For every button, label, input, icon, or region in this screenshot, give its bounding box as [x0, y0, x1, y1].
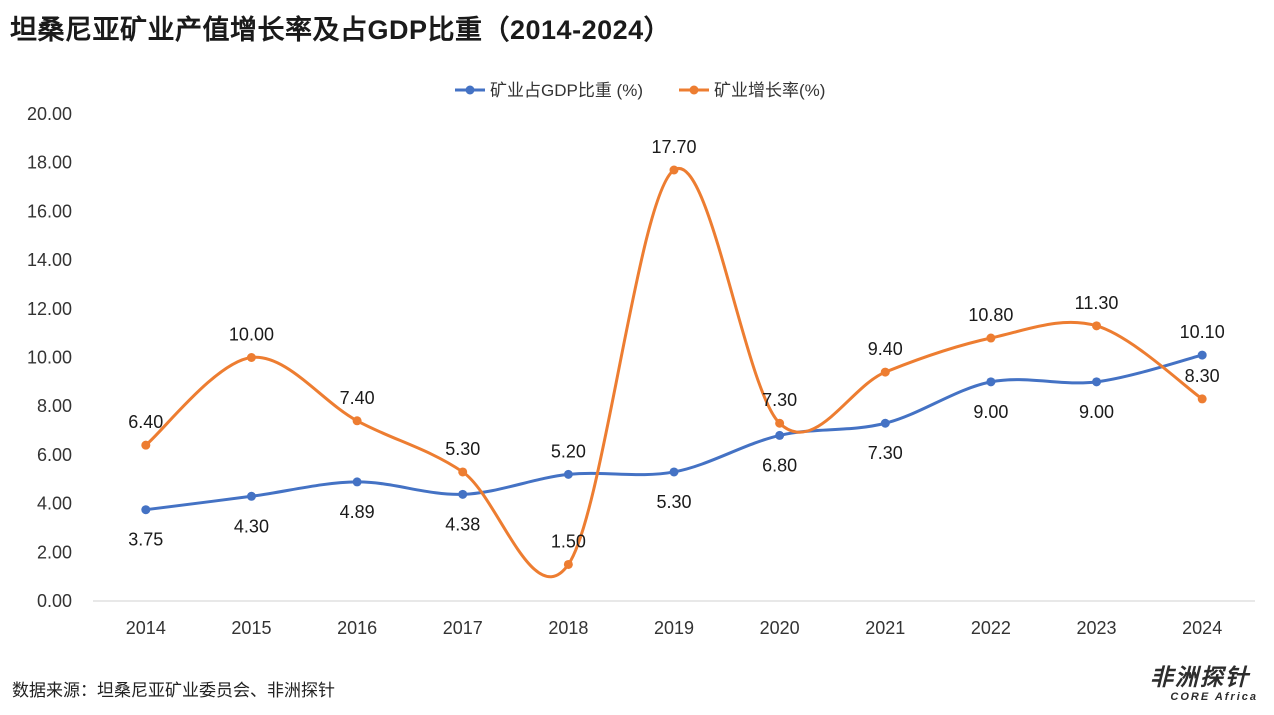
y-tick-label: 0.00	[37, 591, 72, 611]
data-label: 6.40	[128, 412, 163, 432]
logo-sub-text: CORE Africa	[1170, 691, 1258, 703]
x-tick-label: 2021	[865, 618, 905, 638]
series-2	[141, 165, 1207, 579]
data-label: 17.70	[651, 137, 696, 157]
x-tick-label: 2019	[654, 618, 694, 638]
x-tick-label: 2015	[231, 618, 271, 638]
y-tick-label: 6.00	[37, 445, 72, 465]
y-tick-label: 4.00	[37, 494, 72, 514]
y-tick-label: 2.00	[37, 542, 72, 562]
y-tick-label: 8.00	[37, 396, 72, 416]
data-label: 10.80	[968, 305, 1013, 325]
y-tick-label: 16.00	[27, 201, 72, 221]
data-label: 7.30	[762, 390, 797, 410]
x-tick-label: 2020	[760, 618, 800, 638]
x-tick-label: 2016	[337, 618, 377, 638]
data-point	[141, 505, 151, 515]
data-point	[1092, 321, 1102, 331]
x-tick-label: 2014	[126, 618, 166, 638]
source-note: 数据来源：坦桑尼亚矿业委员会、非洲探针	[12, 681, 335, 700]
data-point	[458, 467, 468, 477]
data-point	[986, 377, 996, 387]
x-tick-label: 2024	[1182, 618, 1222, 638]
data-label: 5.20	[551, 441, 586, 461]
y-tick-label: 12.00	[27, 299, 72, 319]
series-layer	[141, 165, 1207, 579]
y-tick-label: 20.00	[27, 104, 72, 124]
data-point	[986, 333, 996, 343]
data-point	[1092, 377, 1102, 387]
brand-logo: 非洲探针 CORE Africa	[1150, 664, 1262, 708]
data-point	[141, 440, 151, 450]
x-axis: 2014 2015 2016 2017 2018 2019 2020 2021 2022 2023…	[126, 618, 1222, 638]
data-point	[352, 477, 362, 487]
data-label: 10.10	[1180, 322, 1225, 342]
data-label: 5.30	[445, 439, 480, 459]
data-point	[246, 491, 256, 501]
data-label: 9.00	[973, 402, 1008, 422]
data-label: 9.00	[1079, 402, 1114, 422]
y-tick-label: 18.00	[27, 153, 72, 173]
series-1	[141, 350, 1207, 515]
legend-label: 矿业增长率(%)	[714, 81, 825, 100]
data-point	[563, 469, 573, 479]
data-point	[775, 418, 785, 428]
data-label: 4.38	[445, 514, 480, 534]
legend-swatch-marker	[465, 85, 475, 95]
line-chart: 矿业占GDP比重 (%) 矿业增长率(%) 0.00 2.00 4.00 6.00 8.0…	[27, 81, 1255, 638]
series-line	[144, 353, 1204, 512]
data-label: 7.40	[340, 388, 375, 408]
data-point	[775, 430, 785, 440]
data-label: 10.00	[229, 325, 274, 345]
data-point	[880, 418, 890, 428]
x-tick-label: 2023	[1077, 618, 1117, 638]
legend-item-2: 矿业增长率(%)	[679, 81, 825, 100]
data-point	[352, 416, 362, 426]
data-point	[563, 559, 573, 569]
data-point	[669, 165, 679, 175]
x-tick-label: 2022	[971, 618, 1011, 638]
data-point	[1197, 350, 1207, 360]
data-label: 9.40	[868, 339, 903, 359]
legend-swatch-marker	[689, 85, 699, 95]
data-label: 7.30	[868, 443, 903, 463]
data-labels: 3.75 4.30 4.89 4.38 5.20 5.30 6.80 7.30 9.00 9.00…	[128, 137, 1224, 551]
series-line	[144, 166, 1204, 579]
legend: 矿业占GDP比重 (%) 矿业增长率(%)	[455, 81, 825, 100]
chart-title: 坦桑尼亚矿业产值增长率及占GDP比重（2014-2024）	[10, 15, 672, 45]
data-label: 6.80	[762, 455, 797, 475]
data-label: 3.75	[128, 530, 163, 550]
legend-item-1: 矿业占GDP比重 (%)	[455, 81, 643, 100]
data-point	[1197, 394, 1207, 404]
x-tick-label: 2018	[548, 618, 588, 638]
data-label: 4.30	[234, 516, 269, 536]
data-point	[880, 367, 890, 377]
y-tick-label: 14.00	[27, 250, 72, 270]
x-tick-label: 2017	[443, 618, 483, 638]
y-axis: 0.00 2.00 4.00 6.00 8.00 10.00 12.00 14.00 16.00…	[27, 104, 72, 611]
data-point	[458, 489, 468, 499]
data-point	[246, 353, 256, 362]
data-label: 5.30	[656, 492, 691, 512]
y-tick-label: 10.00	[27, 348, 72, 368]
data-label: 8.30	[1185, 366, 1220, 386]
data-label: 1.50	[551, 531, 586, 551]
data-label: 11.30	[1075, 293, 1119, 313]
logo-main-text: 非洲探针	[1150, 664, 1250, 690]
data-label: 4.89	[340, 502, 375, 522]
data-point	[669, 467, 679, 477]
legend-label: 矿业占GDP比重 (%)	[490, 81, 643, 100]
